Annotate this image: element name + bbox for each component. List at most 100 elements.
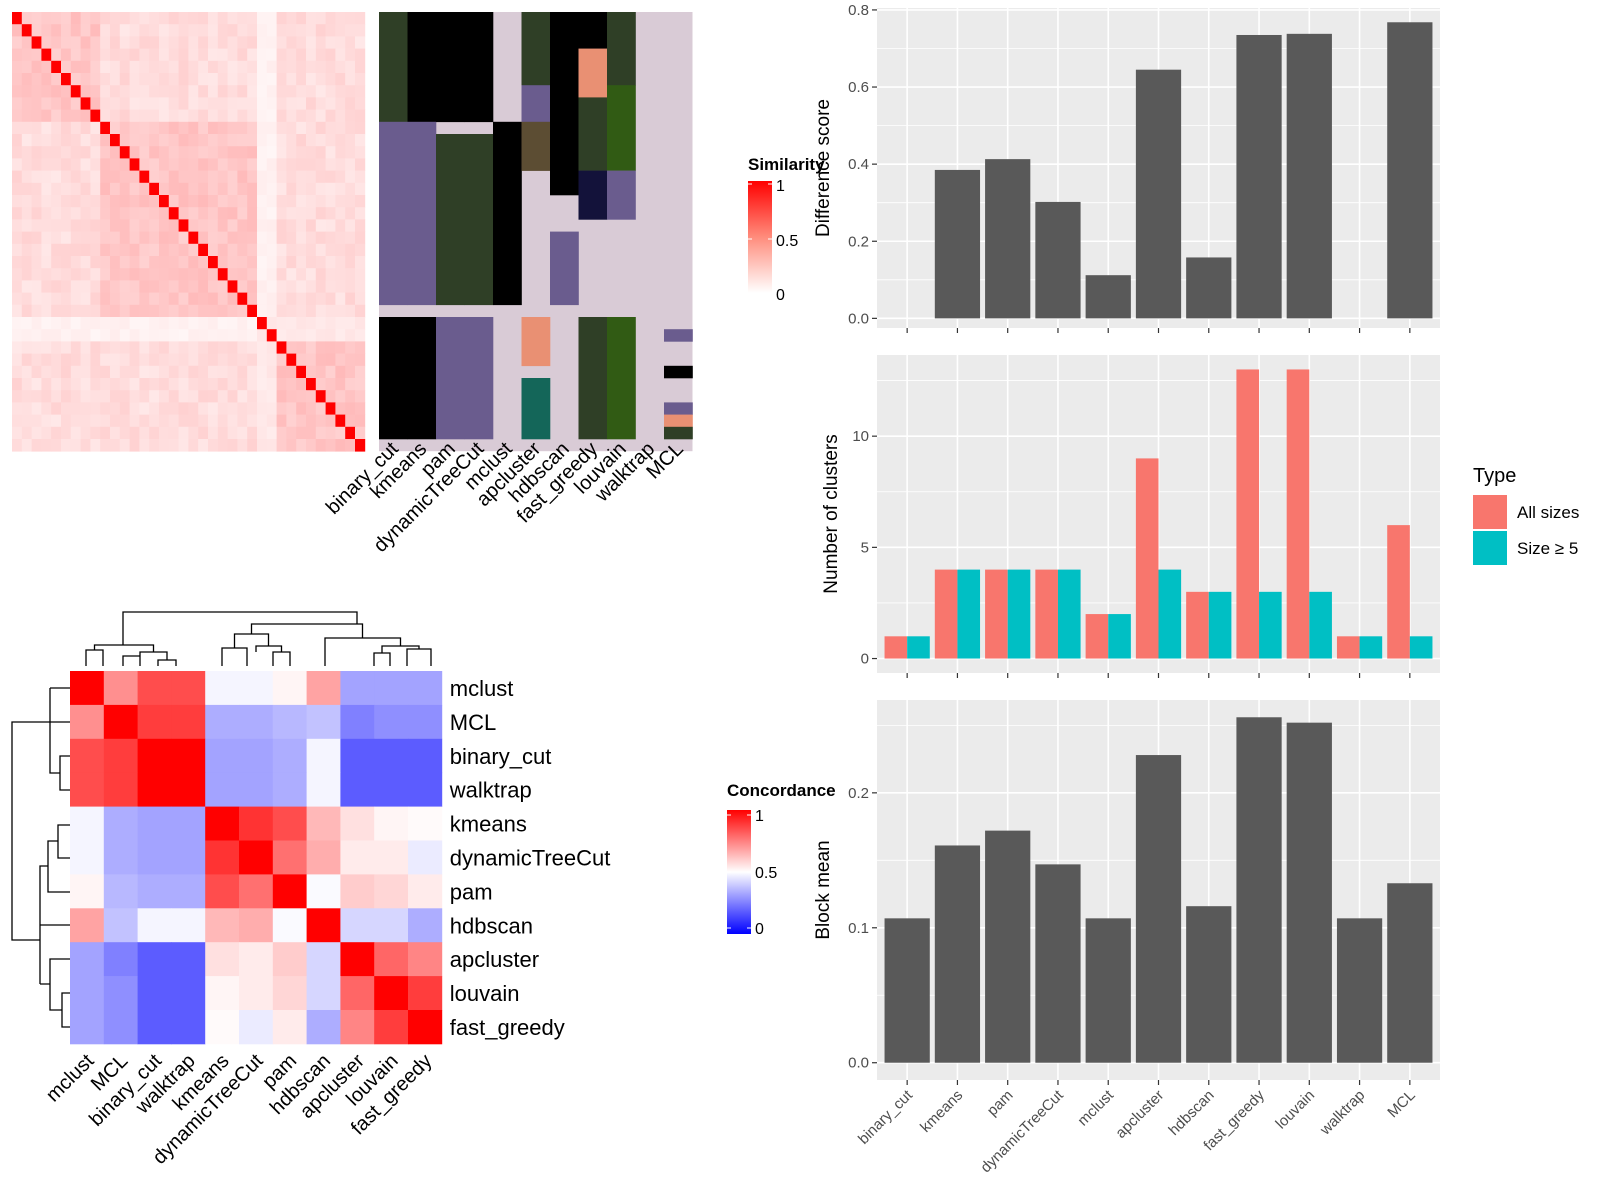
heatmap-cell <box>276 158 287 171</box>
heatmap-cell <box>247 268 258 281</box>
heatmap-cell <box>70 908 105 943</box>
heatmap-cell <box>325 378 336 391</box>
heatmap-cell <box>335 329 346 342</box>
heatmap-cell <box>205 976 240 1011</box>
heatmap-cell <box>100 85 111 98</box>
heatmap-cell <box>217 24 228 37</box>
heatmap-cell <box>31 390 42 403</box>
heatmap-cell <box>159 97 170 110</box>
heatmap-cell <box>276 402 287 415</box>
annotation-cell <box>664 365 693 379</box>
heatmap-cell <box>178 280 189 293</box>
heatmap-cell <box>257 390 268 403</box>
heatmap-cell <box>198 268 209 281</box>
heatmap-cell <box>286 195 297 208</box>
heatmap-cell <box>129 170 140 184</box>
heatmap-cell <box>237 317 248 330</box>
heatmap-cell <box>266 146 277 159</box>
heatmap-cell <box>227 231 238 245</box>
heatmap-cell <box>325 109 336 123</box>
heatmap-cell <box>168 207 179 220</box>
heatmap-cell <box>110 85 121 98</box>
heatmap-cell <box>61 268 72 281</box>
heatmap-cell <box>266 390 277 403</box>
heatmap-cell <box>70 97 81 110</box>
heatmap-cell <box>149 268 160 281</box>
heatmap-cell <box>266 121 277 135</box>
heatmap-cell <box>137 1010 172 1045</box>
heatmap-cell <box>374 671 409 706</box>
heatmap-cell <box>129 231 140 245</box>
heatmap-cell <box>129 439 140 452</box>
heatmap-cell <box>276 97 287 110</box>
heatmap-cell <box>129 12 140 25</box>
heatmap-cell <box>139 329 150 342</box>
bar <box>985 569 1008 659</box>
heatmap-cell <box>70 36 81 49</box>
heatmap-cell <box>31 73 42 86</box>
bar <box>1236 369 1260 659</box>
heatmap-cell <box>31 402 42 415</box>
heatmap-cell <box>217 341 228 354</box>
heatmap-cell <box>355 304 366 318</box>
heatmap-cell <box>325 207 336 220</box>
heatmap-cell <box>21 329 32 342</box>
heatmap-cell <box>335 365 346 379</box>
heatmap-cell <box>296 329 307 342</box>
heatmap-cell <box>168 182 179 196</box>
heatmap-cell <box>21 304 32 318</box>
heatmap-cell <box>306 304 317 318</box>
heatmap-cell <box>139 134 150 147</box>
heatmap-cell <box>247 207 258 220</box>
heatmap-cell <box>90 97 101 110</box>
heatmap-cell <box>296 219 307 232</box>
heatmap-cell <box>306 378 317 391</box>
heatmap-cell <box>119 109 130 123</box>
annotation-cell <box>521 317 551 367</box>
heatmap-cell <box>139 426 150 440</box>
heatmap-cell <box>70 24 81 37</box>
heatmap-cell <box>227 48 238 62</box>
heatmap-cell <box>257 280 268 293</box>
heatmap-cell <box>70 426 81 440</box>
heatmap-cell <box>217 12 228 25</box>
heatmap-cell <box>345 317 356 330</box>
heatmap-cell <box>61 73 72 86</box>
heatmap-cell <box>12 304 23 318</box>
heatmap-cell <box>257 170 268 184</box>
heatmap-cell <box>51 85 62 98</box>
heatmap-cell <box>355 256 366 269</box>
heatmap-cell <box>149 304 160 318</box>
heatmap-cell <box>257 158 268 171</box>
heatmap-cell <box>272 908 307 943</box>
heatmap-cell <box>178 402 189 415</box>
heatmap-cell <box>149 48 160 62</box>
y-tick-label: 0.0 <box>848 310 869 327</box>
heatmap-cell <box>217 207 228 220</box>
heatmap-cell <box>335 170 346 184</box>
heatmap-cell <box>51 329 62 342</box>
heatmap-cell <box>345 292 356 306</box>
heatmap-cell <box>208 219 219 232</box>
heatmap-cell <box>90 36 101 49</box>
heatmap-cell <box>129 195 140 208</box>
heatmap-cell <box>61 280 72 293</box>
heatmap-cell <box>80 195 91 208</box>
heatmap-cell <box>335 317 346 330</box>
heatmap-cell <box>12 426 23 440</box>
heatmap-cell <box>41 60 52 74</box>
heatmap-cell <box>129 256 140 269</box>
heatmap-cell <box>31 121 42 135</box>
heatmap-cell <box>41 109 52 123</box>
heatmap-cell <box>159 73 170 86</box>
heatmap-cell <box>100 378 111 391</box>
heatmap-cell <box>208 170 219 184</box>
heatmap-cell <box>188 85 199 98</box>
heatmap-cell <box>61 292 72 306</box>
heatmap-cell <box>159 146 170 159</box>
heatmap-cell <box>21 109 32 123</box>
heatmap-cell <box>70 378 81 391</box>
heatmap-cell <box>100 195 111 208</box>
annotation-cell <box>379 12 408 123</box>
heatmap-cell <box>51 170 62 184</box>
